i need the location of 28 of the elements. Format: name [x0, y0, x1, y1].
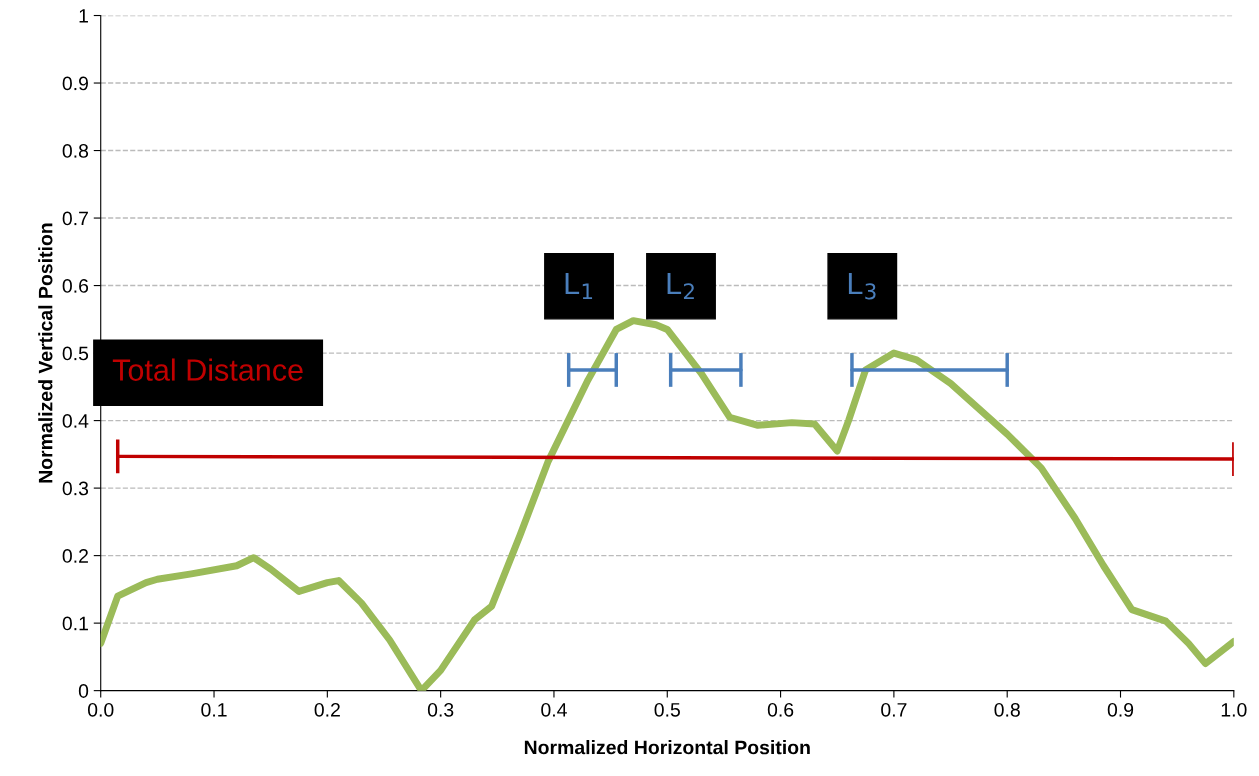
- y-axis-title: Normalized Vertical Position: [38, 223, 53, 483]
- x-tick-label: 0.0: [87, 702, 114, 717]
- annotation: L$_{1}$: [565, 273, 593, 300]
- y-tick-label: 0: [78, 684, 89, 698]
- y-tick-label: 0.8: [62, 144, 89, 158]
- y-tick-label: 0.2: [62, 549, 88, 563]
- x-tick-label: 0.7: [881, 702, 907, 717]
- x-tick-label: 0.5: [654, 702, 680, 717]
- x-tick-label: 0.2: [314, 702, 340, 717]
- y-tick-label: 0.1: [62, 616, 88, 631]
- x-tick-label: 0.8: [994, 702, 1020, 717]
- y-tick-label: 0.4: [62, 414, 89, 428]
- x-axis-title: Normalized Horizontal Position: [524, 740, 810, 755]
- y-tick-label: 0.6: [62, 279, 89, 293]
- x-tick-label: 0.1: [201, 702, 227, 717]
- annotation: L$_{3}$: [848, 273, 876, 300]
- x-tick-label: 0.3: [427, 702, 454, 717]
- y-tick-label: 0.5: [62, 346, 89, 361]
- y-tick-label: 0.3: [62, 481, 89, 496]
- y-tick-label: 0.9: [62, 76, 88, 91]
- annotation: Total Distance: [112, 358, 303, 381]
- y-tick-label: 1: [79, 9, 88, 23]
- x-tick-label: 0.6: [767, 702, 794, 717]
- x-tick-label: 1.0: [1221, 702, 1247, 717]
- annotation: L$_{2}$: [667, 273, 694, 300]
- x-tick-label: 0.9: [1107, 702, 1134, 717]
- y-tick-label: 0.7: [62, 211, 88, 226]
- x-tick-label: 0.4: [541, 702, 567, 717]
